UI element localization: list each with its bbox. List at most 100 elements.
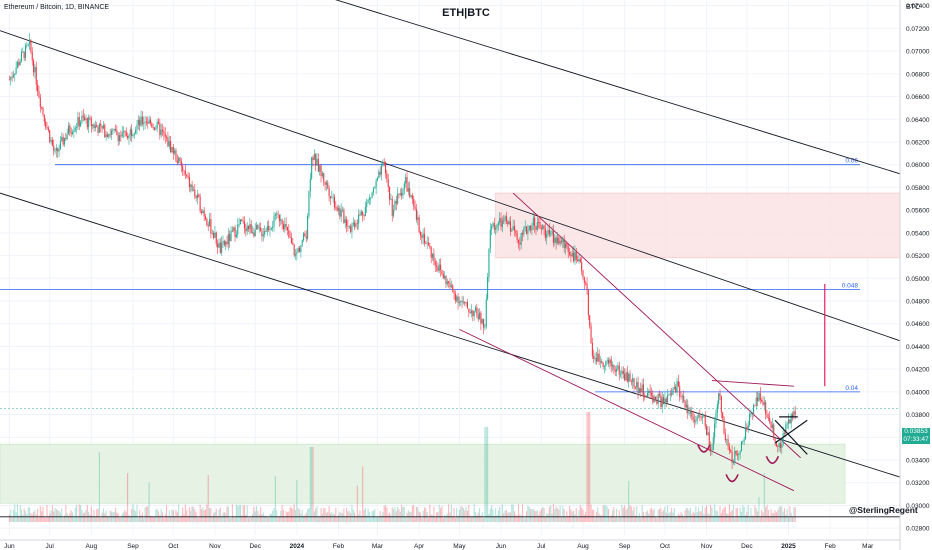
price-tick-label: 0.05800: [906, 185, 930, 192]
candle-body: [218, 242, 220, 248]
volume-bar: [340, 512, 342, 522]
volume-bar: [337, 514, 340, 522]
candle: [421, 231, 423, 245]
candle: [652, 390, 654, 405]
candle: [726, 438, 728, 446]
candle: [359, 210, 361, 217]
candle: [265, 227, 267, 232]
candle: [124, 130, 126, 138]
candle-body: [352, 222, 354, 225]
candle-body: [14, 73, 16, 76]
candle-body: [673, 386, 675, 390]
candle: [272, 220, 274, 232]
candle-body: [207, 224, 209, 227]
volume-bar: [684, 510, 686, 522]
candle: [697, 412, 700, 419]
time-tick-label: Apr: [414, 543, 425, 550]
candle: [523, 225, 525, 238]
candle-body: [715, 412, 717, 424]
candle: [341, 206, 344, 213]
candle: [595, 351, 597, 365]
price-tick-label: 0.03200: [906, 480, 930, 487]
candle-body: [646, 393, 649, 398]
volume-bar: [673, 507, 675, 522]
candle: [268, 220, 270, 232]
time-axis[interactable]: Jun Jul Aug Sep Oct Nov Dec 2024 Feb Mar Apr May Jun…: [0, 539, 900, 550]
candle-body: [104, 125, 106, 138]
candle: [26, 41, 28, 49]
candle: [129, 126, 131, 141]
candle-body: [761, 399, 763, 402]
volume-bar: [488, 513, 490, 522]
candle-body: [23, 51, 25, 59]
candle-body: [591, 343, 593, 356]
candle: [560, 236, 563, 245]
volume-bar: [315, 508, 317, 522]
candle: [178, 156, 180, 164]
candle: [239, 219, 241, 225]
candle: [93, 122, 95, 132]
volume-bar: [569, 505, 571, 522]
volume-bar: [164, 514, 166, 522]
candle-body: [383, 162, 385, 163]
candle: [195, 194, 197, 202]
candle-body: [339, 208, 341, 217]
candle: [569, 247, 571, 257]
candle-body: [312, 157, 314, 161]
volume-bar: [101, 512, 103, 522]
candle-body: [429, 245, 431, 248]
candle-body: [571, 252, 573, 257]
volume-bar: [406, 512, 408, 522]
volume-bar: [472, 516, 474, 522]
candle: [190, 183, 192, 193]
volume-bar: [433, 506, 435, 522]
candle-body: [714, 423, 716, 438]
candle-body: [80, 122, 82, 127]
volume-bar: [356, 485, 358, 522]
volume-bar: [139, 509, 141, 522]
candle-body: [433, 253, 435, 261]
time-tick-label: May: [453, 543, 466, 550]
volume-bar: [503, 513, 505, 522]
candle: [688, 407, 690, 416]
volume-bar: [359, 510, 361, 522]
candle: [749, 411, 751, 428]
candle: [454, 290, 456, 304]
volume-bar: [581, 507, 583, 522]
annotations-layer: [697, 283, 826, 483]
volume-bar: [215, 508, 217, 522]
volume-bar: [676, 517, 678, 522]
volume-bar: [501, 504, 503, 522]
candle: [485, 293, 487, 329]
volume-bar: [753, 516, 755, 522]
candle: [536, 216, 538, 232]
candle-body: [556, 237, 559, 244]
candle: [739, 450, 741, 460]
candle-body: [512, 225, 514, 231]
candle: [516, 230, 518, 244]
price-tick-label: 0.04200: [906, 367, 930, 374]
volume-bar: [292, 509, 294, 522]
candle-body: [148, 119, 150, 124]
candle-body: [696, 416, 698, 421]
candle-body: [610, 359, 612, 367]
volume-bar: [710, 505, 712, 522]
candle: [62, 133, 64, 147]
candle-body: [664, 398, 666, 405]
candle-body: [225, 241, 227, 246]
candle-body: [398, 193, 400, 195]
candle-body: [689, 411, 691, 413]
volume-bar: [73, 517, 75, 522]
candle-body: [602, 363, 604, 367]
candle: [493, 217, 495, 234]
volume-bar: [383, 505, 385, 522]
volume-bar: [444, 515, 446, 522]
candle-body: [210, 219, 212, 234]
volume-bar: [641, 504, 643, 522]
candle-body: [753, 405, 755, 415]
price-axis[interactable]: 0.074000.072000.070000.068000.066000.064…: [899, 0, 930, 550]
candle: [175, 147, 177, 163]
volume-bar: [219, 507, 221, 522]
candle: [491, 223, 493, 236]
